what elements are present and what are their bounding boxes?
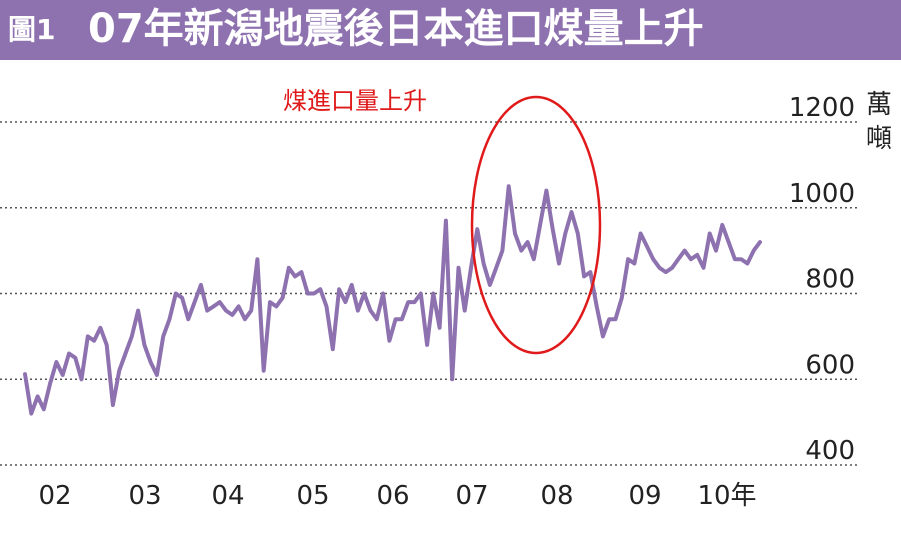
x-tick-label: 03: [128, 481, 161, 511]
annotation-label: 煤進口量上升: [283, 87, 427, 115]
chart-title: 07年新潟地震後日本進口煤量上升: [88, 6, 704, 52]
series: [23, 184, 762, 416]
x-tick-label: 07: [455, 481, 488, 511]
x-tick-label: 05: [296, 481, 329, 511]
x-tick-label: 08: [540, 481, 573, 511]
x-tick-label: 06: [376, 481, 409, 511]
figure-label: 圖1: [8, 13, 56, 46]
y-tick-label: 1000: [789, 179, 855, 209]
gridlines: [0, 121, 858, 466]
highlight-ellipse: [470, 95, 602, 355]
y-unit-label: 萬噸: [865, 90, 892, 154]
series-line: [23, 184, 762, 416]
title-bar: 圖1 07年新潟地震後日本進口煤量上升: [0, 0, 901, 60]
x-tick-label: 09: [628, 481, 661, 511]
y-tick-labels: 400 600 800 1000 1200: [789, 93, 855, 466]
y-tick-label: 600: [805, 350, 855, 380]
y-tick-label: 400: [805, 436, 855, 466]
x-tick-labels: 02 03 04 05 06 07 08 09 10年: [38, 481, 756, 511]
x-tick-label: 10年: [697, 481, 756, 511]
x-tick-label: 04: [211, 481, 244, 511]
x-tick-label: 02: [38, 481, 71, 511]
y-tick-label: 800: [805, 265, 855, 295]
y-tick-label: 1200: [789, 93, 855, 123]
